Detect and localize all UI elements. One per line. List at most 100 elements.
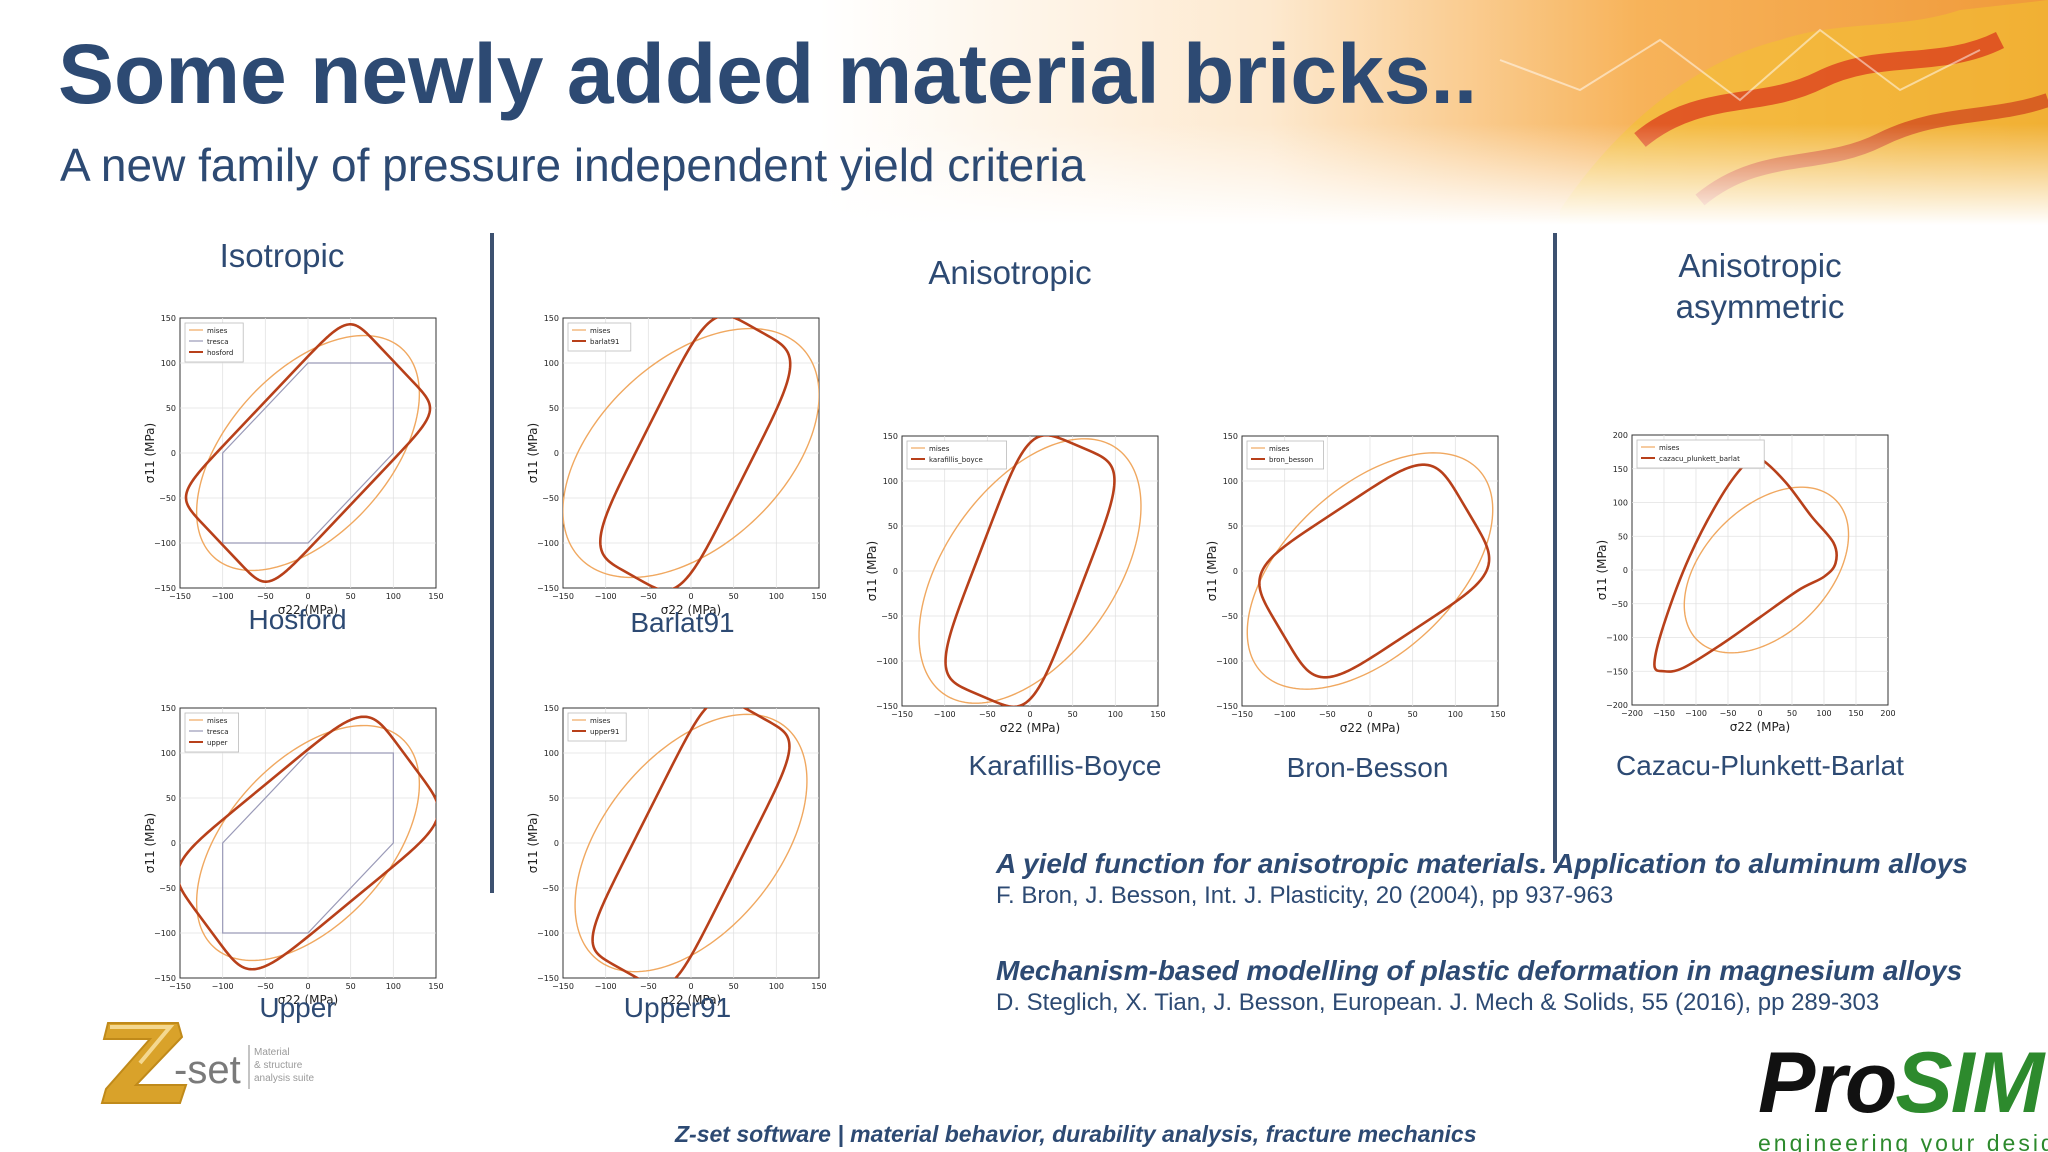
x-tick-label: −100 [1685,709,1707,718]
x-axis-label: σ22 (MPa) [661,603,721,617]
x-tick-label: −100 [212,592,234,601]
x-tick-label: 150 [811,982,826,991]
x-tick-label: 100 [769,592,784,601]
legend-entry: tresca [207,728,229,736]
x-tick-label: 50 [346,592,356,601]
y-tick-label: 150 [1223,432,1238,441]
mises-curve [195,334,421,572]
y-tick-label: −150 [537,974,559,983]
y-tick-label: −150 [154,584,176,593]
slide-title: Some newly added material bricks.. [58,27,1478,121]
x-tick-label: −50 [1720,709,1737,718]
zset-tagline-1: Material [254,1047,290,1058]
y-tick-label: −150 [1216,702,1238,711]
legend-entry: mises [207,327,228,335]
x-tick-label: −150 [169,982,191,991]
criterion-curve [599,318,792,588]
legend-entry: tresca [207,338,229,346]
caption-barlat91: Barlat91 [630,607,735,638]
y-tick-label: 100 [544,749,559,758]
x-tick-label: 100 [386,592,401,601]
plot-svg: −150 150 −100 100 −50 50 0 0 50 −50 100 −100 150 −150… [526,704,827,1007]
y-tick-label: −100 [1216,657,1238,666]
y-axis-label: σ11 (MPa) [526,813,540,873]
zset-logo: -set Material & structure analysis suite [90,1015,330,1115]
y-tick-label: 100 [883,477,898,486]
legend-entry: mises [929,445,950,453]
plot-cazacu-plunkett-barlat: −200 200 −150 150 −100 100 −50 50 0 0 50 −50 100 −100… [1592,427,1896,734]
y-tick-label: 0 [171,449,176,458]
x-axis-label: σ22 (MPa) [278,603,338,617]
y-tick-label: 150 [883,432,898,441]
curves-group [180,715,436,971]
tresca-curve [222,752,394,934]
y-tick-label: −150 [537,584,559,593]
x-tick-label: −50 [1319,710,1336,719]
x-tick-label: −200 [1621,709,1643,718]
slide-subtitle: A new family of pressure independent yie… [60,139,1086,191]
x-tick-label: 100 [1108,710,1123,719]
x-tick-label: −100 [934,710,956,719]
x-tick-label: −150 [552,592,574,601]
legend-box [567,322,632,352]
y-tick-label: 0 [893,567,898,576]
x-tick-label: −150 [169,592,191,601]
x-tick-label: 0 [688,592,693,601]
x-tick-label: 50 [1068,710,1078,719]
plot-barlat91: −150 150 −100 100 −50 50 0 0 50 −50 100 −100 150 −150… [523,310,827,617]
y-tick-label: 50 [1618,532,1628,541]
header-background [0,0,2048,225]
y-tick-label: −100 [1606,634,1628,643]
y-tick-label: −50 [159,494,176,503]
prosim-tagline: engineering your designs [1758,1130,2048,1152]
tresca-curve [222,362,394,544]
y-tick-label: −50 [159,884,176,893]
reference-2-title: Mechanism-based modelling of plastic def… [996,955,1963,986]
plot-upper91: −150 150 −100 100 −50 50 0 0 50 −50 100 −100 150 −150… [523,700,827,1007]
y-axis-label: σ11 (MPa) [143,813,157,873]
caption-hosford: Hosford [248,604,347,635]
y-tick-label: −150 [1606,667,1628,676]
plot-bron-besson: −150 150 −100 100 −50 50 0 0 50 −50 100 −100 150 −150… [1202,428,1506,735]
y-tick-label: 50 [1228,522,1238,531]
section-asym-line1: Anisotropic [1678,247,1842,284]
criterion-curve [180,715,436,971]
legend-box [567,712,627,742]
x-tick-label: 0 [1027,710,1032,719]
x-tick-label: −100 [212,982,234,991]
x-tick-label: −100 [595,982,617,991]
caption-upper: Upper [259,992,336,1023]
x-axis-label: σ22 (MPa) [661,993,721,1007]
reference-1-title: A yield function for anisotropic materia… [996,848,1968,879]
reference-1-authors: F. Bron, J. Besson, Int. J. Plasticity, … [996,882,1614,909]
legend-box [184,712,239,753]
curves-group [184,323,432,583]
legend-entry: cazacu_plunkett_barlat [1659,455,1740,463]
y-tick-label: 100 [544,359,559,368]
y-tick-label: 100 [1223,477,1238,486]
plot-hosford: −150 150 −100 100 −50 50 0 0 50 −50 100 −100 150 −150… [140,310,444,617]
y-tick-label: 0 [1623,566,1628,575]
curves-group [563,318,819,588]
caption-bron-besson: Bron-Besson [1286,752,1449,783]
criterion-curve [1258,463,1491,679]
x-axis-label: σ22 (MPa) [1730,720,1790,734]
zset-z-mark [100,1022,188,1104]
y-tick-label: 150 [161,314,176,323]
y-tick-label: 50 [549,404,559,413]
prosim-logo-wordmark: ProSIM [1758,1034,2044,1133]
caption-upper91: Upper91 [623,992,732,1023]
x-axis-label: σ22 (MPa) [1340,721,1400,735]
y-tick-label: 0 [554,839,559,848]
legend-box [1246,440,1324,470]
x-tick-label: −100 [1274,710,1296,719]
criterion-curve [944,436,1116,706]
legend-entry: mises [207,717,228,725]
y-tick-label: −200 [1606,701,1628,710]
x-tick-label: 150 [1490,710,1505,719]
mises-curve [1246,452,1494,690]
zset-tagline-2: & structure [254,1060,303,1071]
legend-entry: mises [1659,444,1680,452]
curves-group [1246,452,1494,690]
section-isotropic-label: Isotropic [219,237,345,274]
